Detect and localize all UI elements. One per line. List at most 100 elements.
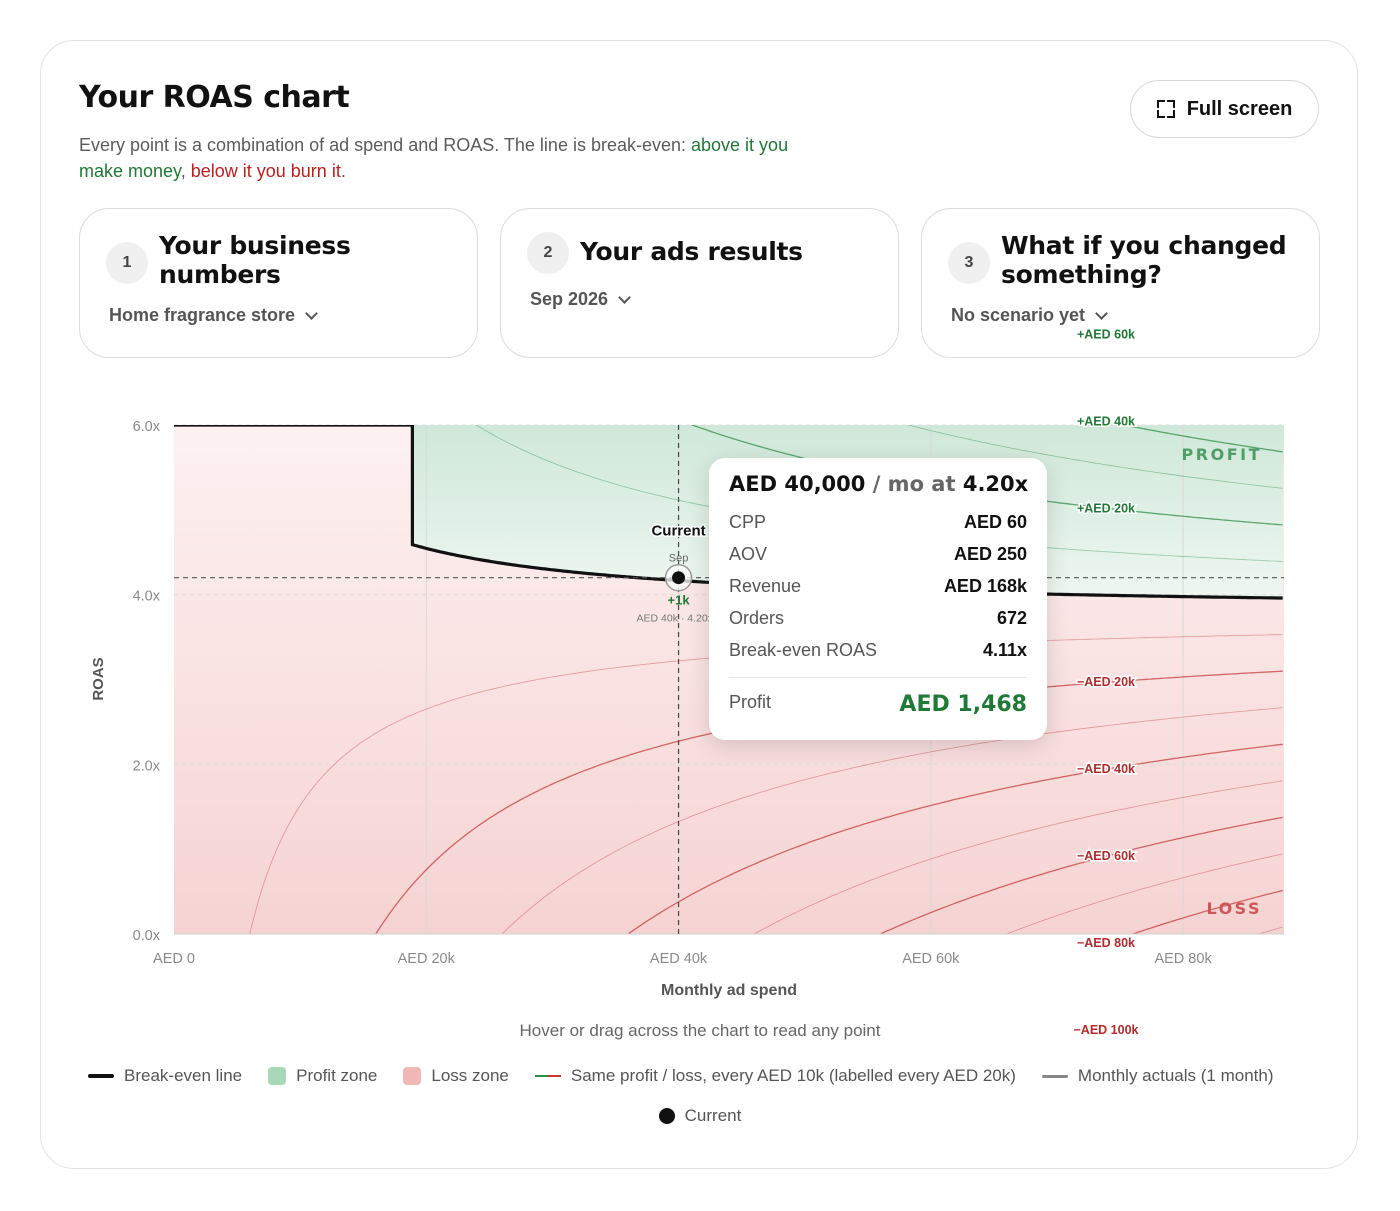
tooltip-sep: / mo at (865, 472, 963, 496)
tooltip-value: AED 60 (963, 512, 1027, 532)
iso-profit-label: −AED 20k (1077, 675, 1135, 689)
legend-swatch (658, 1108, 675, 1124)
legend-profit-zone[interactable]: Profit zone (268, 1066, 377, 1086)
month-select-value: Sep 2026 (530, 289, 609, 309)
current-month-label: Sep (669, 553, 689, 565)
iso-profit-label: −AED 60k (1077, 849, 1135, 863)
step-business-numbers[interactable]: 1 Your business numbers Home fragrance s… (79, 208, 478, 358)
x-tick-label: AED 0 (153, 951, 195, 967)
subtitle-separator: , (180, 161, 191, 181)
legend-monthly-actuals[interactable]: Monthly actuals (1 month) (1041, 1066, 1274, 1086)
tooltip-row-cpp: CPP AED 60 (729, 512, 1027, 533)
y-axis-label: ROAS (90, 657, 107, 700)
month-select[interactable]: Sep 2026 (530, 289, 631, 310)
legend-swatch (88, 1074, 114, 1078)
tooltip-divider (729, 677, 1027, 678)
current-point (672, 571, 686, 585)
legend-label: Current (684, 1106, 742, 1125)
tooltip-key: Revenue (729, 576, 802, 596)
legend-swatch (403, 1067, 422, 1085)
iso-profit-label: −AED 80k (1077, 936, 1135, 950)
current-delta-label: +1k (668, 593, 691, 608)
subtitle-end: . (340, 161, 346, 181)
iso-profit-label: +AED 20k (1077, 501, 1135, 515)
legend-swatch (534, 1075, 561, 1077)
subtitle-loss-text: below it you burn it (190, 161, 341, 181)
tooltip-key: AOV (729, 544, 768, 564)
iso-profit-line (906, 425, 1283, 489)
iso-loss-line (753, 780, 1283, 934)
iso-profit-line (1121, 425, 1283, 453)
tooltip-row-breakeven: Break-even ROAS 4.11x (729, 640, 1027, 661)
scenario-select-value: No scenario yet (951, 305, 1086, 325)
step-scenario[interactable]: 3 What if you changed something? No scen… (921, 208, 1320, 358)
iso-profit-line (1203, 400, 1282, 415)
loss-zone-label: LOSS (1206, 899, 1262, 918)
legend-swatch (1041, 1074, 1068, 1078)
tooltip-value: AED 168k (943, 576, 1027, 596)
x-tick-label: AED 60k (902, 951, 960, 967)
fullscreen-button[interactable]: Full screen (1130, 80, 1319, 138)
profit-zone-label: PROFIT (1182, 445, 1262, 464)
legend-breakeven[interactable]: Break-even line (88, 1066, 242, 1086)
tooltip-roas: 4.20x (962, 472, 1029, 496)
tooltip-value: AED 250 (953, 544, 1027, 564)
iso-profit-label: +AED 40k (1077, 414, 1135, 428)
step-title: Your ads results (580, 237, 803, 266)
step-number: 1 (106, 242, 148, 284)
fullscreen-label: Full screen (1186, 97, 1293, 120)
legend-label: Break-even line (124, 1066, 243, 1085)
legend-iso-profit[interactable]: Same profit / loss, every AED 10k (label… (534, 1066, 1016, 1086)
step-number: 3 (948, 242, 990, 284)
x-axis-label: Monthly ad spend (661, 982, 797, 999)
y-tick-label: 2.0x (133, 758, 161, 774)
y-tick-label: 4.0x (133, 589, 161, 605)
chart-legend: Break-even line Profit zone Loss zone Sa… (88, 1066, 1274, 1086)
iso-loss-line (501, 707, 1283, 934)
fullscreen-icon (1156, 100, 1175, 118)
page-title: Your ROAS chart (79, 80, 350, 115)
step-ads-results[interactable]: 2 Your ads results Sep 2026 (500, 208, 899, 358)
legend-label: Profit zone (296, 1066, 378, 1085)
business-select-value: Home fragrance store (109, 305, 296, 325)
tooltip-row-profit: Profit AED 1,468 (729, 692, 1027, 717)
tooltip-row-revenue: Revenue AED 168k (729, 576, 1027, 597)
iso-profit-label: −AED 40k (1077, 762, 1135, 776)
tooltip-spend: AED 40,000 (729, 472, 866, 496)
iso-loss-line (878, 816, 1283, 934)
legend-label: Monthly actuals (1 month) (1077, 1066, 1274, 1085)
legend-current[interactable]: Current (658, 1106, 742, 1126)
y-tick-label: 0.0x (133, 928, 161, 944)
step-number: 2 (527, 232, 569, 274)
step-title: What if you changed something? (1001, 231, 1287, 289)
x-tick-label: AED 40k (650, 951, 708, 967)
iso-profit-label: −AED 100k (1074, 1023, 1139, 1037)
iso-loss-line (1130, 889, 1283, 934)
step-title: Your business numbers (159, 231, 351, 289)
tooltip-key: CPP (729, 512, 767, 532)
tooltip-key: Profit (729, 692, 772, 712)
subtitle-lead: Every point is a combination of ad spend… (79, 135, 692, 155)
current-caption: AED 40k · 4.20x (637, 613, 714, 625)
iso-loss-line (1005, 853, 1283, 934)
current-label: Current (651, 523, 705, 540)
tooltip-key: Orders (729, 608, 785, 628)
scenario-select[interactable]: No scenario yet (951, 305, 1108, 326)
legend-loss-zone[interactable]: Loss zone (403, 1066, 509, 1086)
y-tick-label: 6.0x (133, 419, 161, 435)
chart-description: Every point is a combination of ad spend… (79, 132, 819, 184)
point-tooltip: AED 40,000 / mo at 4.20x CPP AED 60 AOV AE… (709, 458, 1047, 740)
tooltip-row-aov: AOV AED 250 (729, 544, 1027, 565)
tooltip-heading: AED 40,000 / mo at 4.20x (729, 472, 1028, 496)
business-select[interactable]: Home fragrance store (109, 305, 318, 326)
tooltip-value: 4.11x (982, 640, 1027, 660)
chart-hint: Hover or drag across the chart to read a… (519, 1021, 881, 1040)
iso-profit-label: +AED 60k (1077, 327, 1135, 341)
tooltip-key: Break-even ROAS (729, 640, 878, 660)
iso-loss-line (1257, 926, 1283, 934)
legend-label: Loss zone (431, 1066, 509, 1085)
x-tick-label: AED 20k (398, 951, 456, 967)
legend-swatch (268, 1067, 287, 1085)
tooltip-profit-value: AED 1,468 (899, 692, 1027, 717)
